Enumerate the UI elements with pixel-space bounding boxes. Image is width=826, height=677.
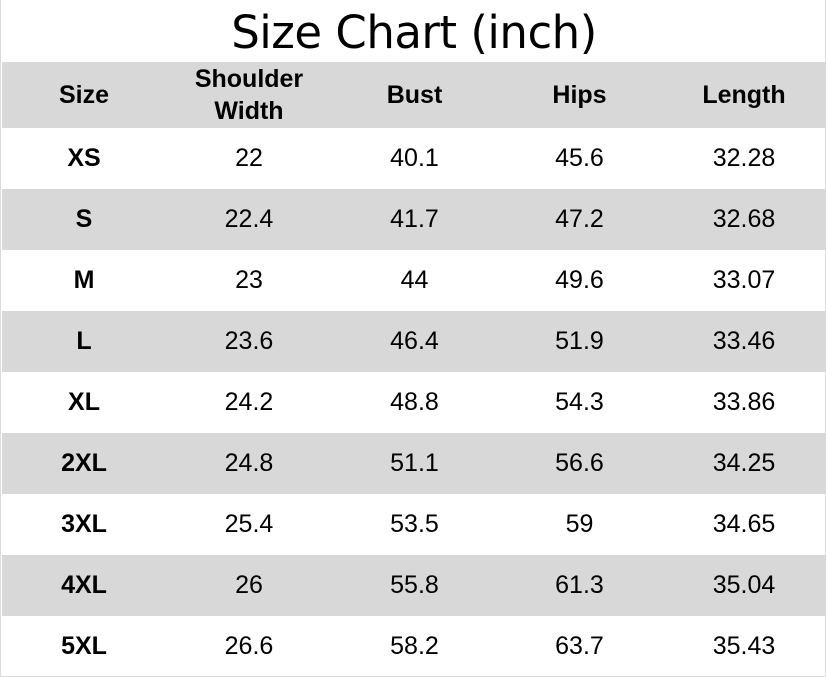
bust-cell: 40.1	[390, 144, 439, 173]
shoulder-cell: 24.8	[224, 449, 274, 478]
header-size: Size	[58, 80, 110, 109]
table-row: S 22.4 41.7 47.2 32.68	[2, 189, 826, 250]
hips-cell: 63.7	[555, 632, 604, 661]
shoulder-cell: 23	[235, 266, 263, 295]
length-cell: 33.86	[712, 388, 776, 417]
bust-cell: 46.4	[390, 327, 439, 356]
size-cell: M	[73, 266, 95, 295]
bust-cell: 48.8	[390, 388, 439, 417]
hips-cell: 56.6	[555, 449, 604, 478]
chart-title: Size Chart (inch)	[231, 5, 597, 59]
table-row: 2XL 24.8 51.1 56.6 34.25	[2, 433, 826, 494]
bust-cell: 51.1	[390, 449, 439, 478]
shoulder-cell: 22	[235, 144, 263, 173]
bust-cell: 58.2	[390, 632, 439, 661]
header-length: Length	[702, 80, 786, 109]
header-bust: Bust	[386, 80, 443, 109]
header-shoulder-line2: Width	[214, 97, 284, 125]
size-cell: L	[76, 327, 92, 356]
hips-cell: 49.6	[555, 266, 604, 295]
length-cell: 32.68	[712, 205, 776, 234]
shoulder-cell: 24.2	[224, 388, 274, 417]
shoulder-cell: 22.4	[224, 205, 274, 234]
table-header-row: Size Shoulder Width Bust Hips Length	[2, 62, 826, 128]
shoulder-cell: 26.6	[224, 632, 274, 661]
bust-cell: 44	[400, 266, 429, 295]
size-cell: 5XL	[61, 632, 107, 661]
table-row: XL 24.2 48.8 54.3 33.86	[2, 372, 826, 433]
bust-cell: 55.8	[390, 571, 439, 600]
table-row: L 23.6 46.4 51.9 33.46	[2, 311, 826, 372]
hips-cell: 47.2	[555, 205, 604, 234]
length-cell: 34.25	[712, 449, 776, 478]
size-cell: 3XL	[61, 510, 107, 539]
hips-cell: 59	[565, 510, 594, 539]
length-cell: 33.07	[712, 266, 776, 295]
length-cell: 35.04	[712, 571, 776, 600]
table-row: M 23 44 49.6 33.07	[2, 250, 826, 311]
size-cell: S	[75, 205, 93, 234]
shoulder-cell: 26	[235, 571, 263, 600]
hips-cell: 54.3	[555, 388, 604, 417]
hips-cell: 61.3	[555, 571, 604, 600]
header-shoulder-width: Shoulder Width	[166, 62, 332, 128]
header-hips: Hips	[552, 80, 607, 109]
size-cell: XS	[67, 144, 101, 173]
length-cell: 33.46	[712, 327, 776, 356]
hips-cell: 45.6	[555, 144, 604, 173]
bust-cell: 53.5	[390, 510, 439, 539]
size-table: Size Shoulder Width Bust Hips Length XS …	[2, 62, 826, 677]
length-cell: 32.28	[712, 144, 776, 173]
bust-cell: 41.7	[390, 205, 439, 234]
shoulder-cell: 23.6	[224, 327, 274, 356]
length-cell: 35.43	[712, 632, 776, 661]
size-cell: 4XL	[61, 571, 107, 600]
table-row: 3XL 25.4 53.5 59 34.65	[2, 494, 826, 555]
table-row: 5XL 26.6 58.2 63.7 35.43	[2, 616, 826, 677]
table-row: XS 22 40.1 45.6 32.28	[2, 128, 826, 189]
size-cell: 2XL	[61, 449, 107, 478]
hips-cell: 51.9	[555, 327, 604, 356]
table-row: 4XL 26 55.8 61.3 35.04	[2, 555, 826, 616]
length-cell: 34.65	[712, 510, 776, 539]
shoulder-cell: 25.4	[224, 510, 274, 539]
header-shoulder-line1: Shoulder	[194, 64, 304, 93]
size-cell: XL	[68, 388, 100, 417]
